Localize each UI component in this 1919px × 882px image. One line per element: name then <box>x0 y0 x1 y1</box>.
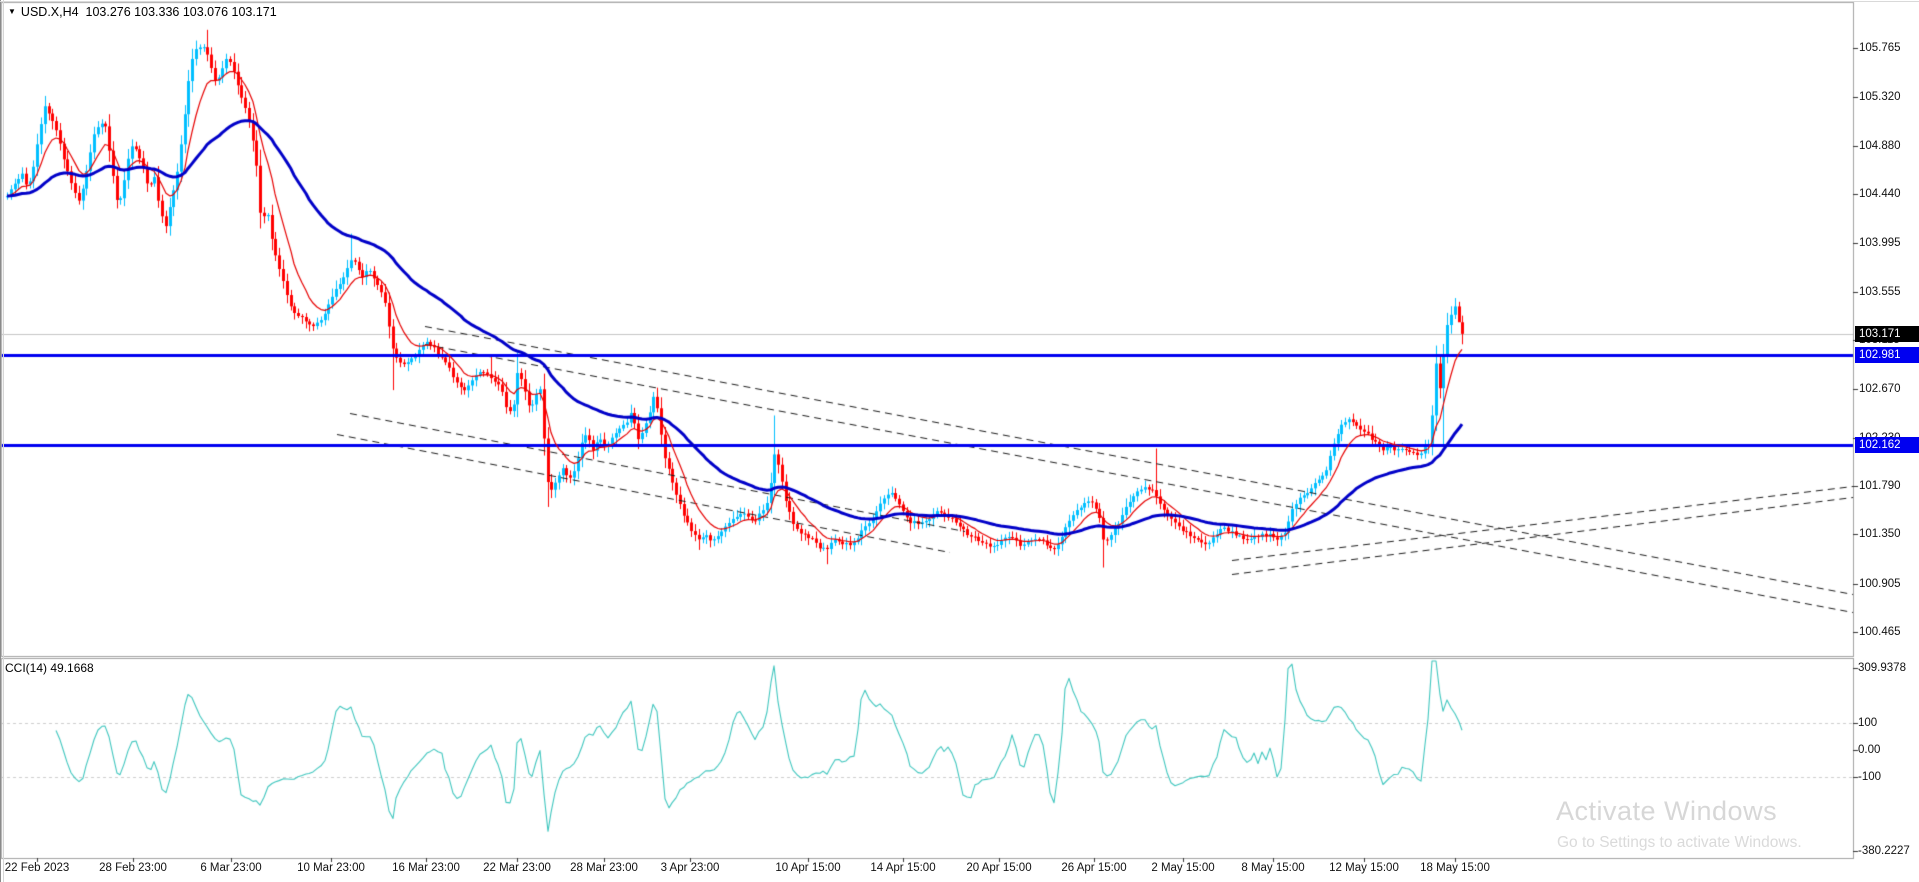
activate-windows-watermark-subtext: Go to Settings to activate Windows. <box>1557 834 1802 851</box>
time-axis-label: 2 May 15:00 <box>1151 862 1215 874</box>
window-top-border <box>0 1 1919 2</box>
time-axis-label: 10 Mar 23:00 <box>297 862 365 874</box>
time-axis-label: 20 Apr 15:00 <box>966 862 1032 874</box>
time-axis-label: 28 Feb 23:00 <box>99 862 167 874</box>
price-axis-label: 105.320 <box>1859 91 1901 104</box>
price-axis-label: 100.905 <box>1859 577 1901 590</box>
chart-title: ▼ USD.X,H4 103.276 103.336 103.076 103.17… <box>8 5 277 19</box>
time-axis-label: 28 Mar 23:00 <box>570 862 638 874</box>
price-axis-label: 103.555 <box>1859 285 1901 298</box>
cci-axis-label: -380.2227 <box>1858 844 1910 857</box>
time-axis-label: 18 May 15:00 <box>1420 862 1490 874</box>
time-axis-label: 10 Apr 15:00 <box>775 862 841 874</box>
cci-axis-label: -100 <box>1858 770 1882 783</box>
time-axis-label: 22 Mar 23:00 <box>483 862 551 874</box>
time-axis-label: 14 Apr 15:00 <box>870 862 936 874</box>
activate-windows-watermark: Activate Windows <box>1556 796 1778 826</box>
cci-indicator-label: CCI(14) 49.1668 <box>5 661 94 675</box>
time-axis-label: 8 May 15:00 <box>1241 862 1305 874</box>
time-axis-label: 22 Feb 2023 <box>4 862 70 874</box>
price-axis-label: 104.880 <box>1859 139 1901 152</box>
current-price-box: 103.171 <box>1855 325 1919 342</box>
resistance-level-box: 102.981 <box>1855 346 1919 363</box>
price-axis-label: 105.765 <box>1859 42 1901 54</box>
price-axis-label: 101.790 <box>1859 480 1901 492</box>
price-axis-label: 101.350 <box>1859 528 1901 541</box>
time-axis-label: 6 Mar 23:00 <box>200 862 262 874</box>
time-axis-label: 3 Apr 23:00 <box>660 862 720 874</box>
window-left-border <box>0 0 1 882</box>
time-axis-label: 12 May 15:00 <box>1329 862 1399 874</box>
time-axis-label: 26 Apr 15:00 <box>1061 862 1127 874</box>
cci-axis-label: 100 <box>1858 717 1878 730</box>
price-axis-label: 100.465 <box>1859 626 1901 638</box>
support-level-box: 102.162 <box>1855 437 1919 453</box>
cci-axis-label: 309.9378 <box>1858 661 1906 674</box>
price-axis-label: 102.670 <box>1859 383 1901 396</box>
symbol-dropdown-icon[interactable]: ▼ <box>8 7 16 16</box>
window-left-border-inner <box>3 0 4 882</box>
price-axis-label: 104.440 <box>1859 188 1901 200</box>
cci-axis-label: 0.00 <box>1858 744 1881 756</box>
symbol-ohlc-text: USD.X,H4 103.276 103.336 103.076 103.171 <box>20 5 277 19</box>
time-axis-label: 16 Mar 23:00 <box>392 862 460 874</box>
price-axis-label: 103.995 <box>1859 237 1901 250</box>
